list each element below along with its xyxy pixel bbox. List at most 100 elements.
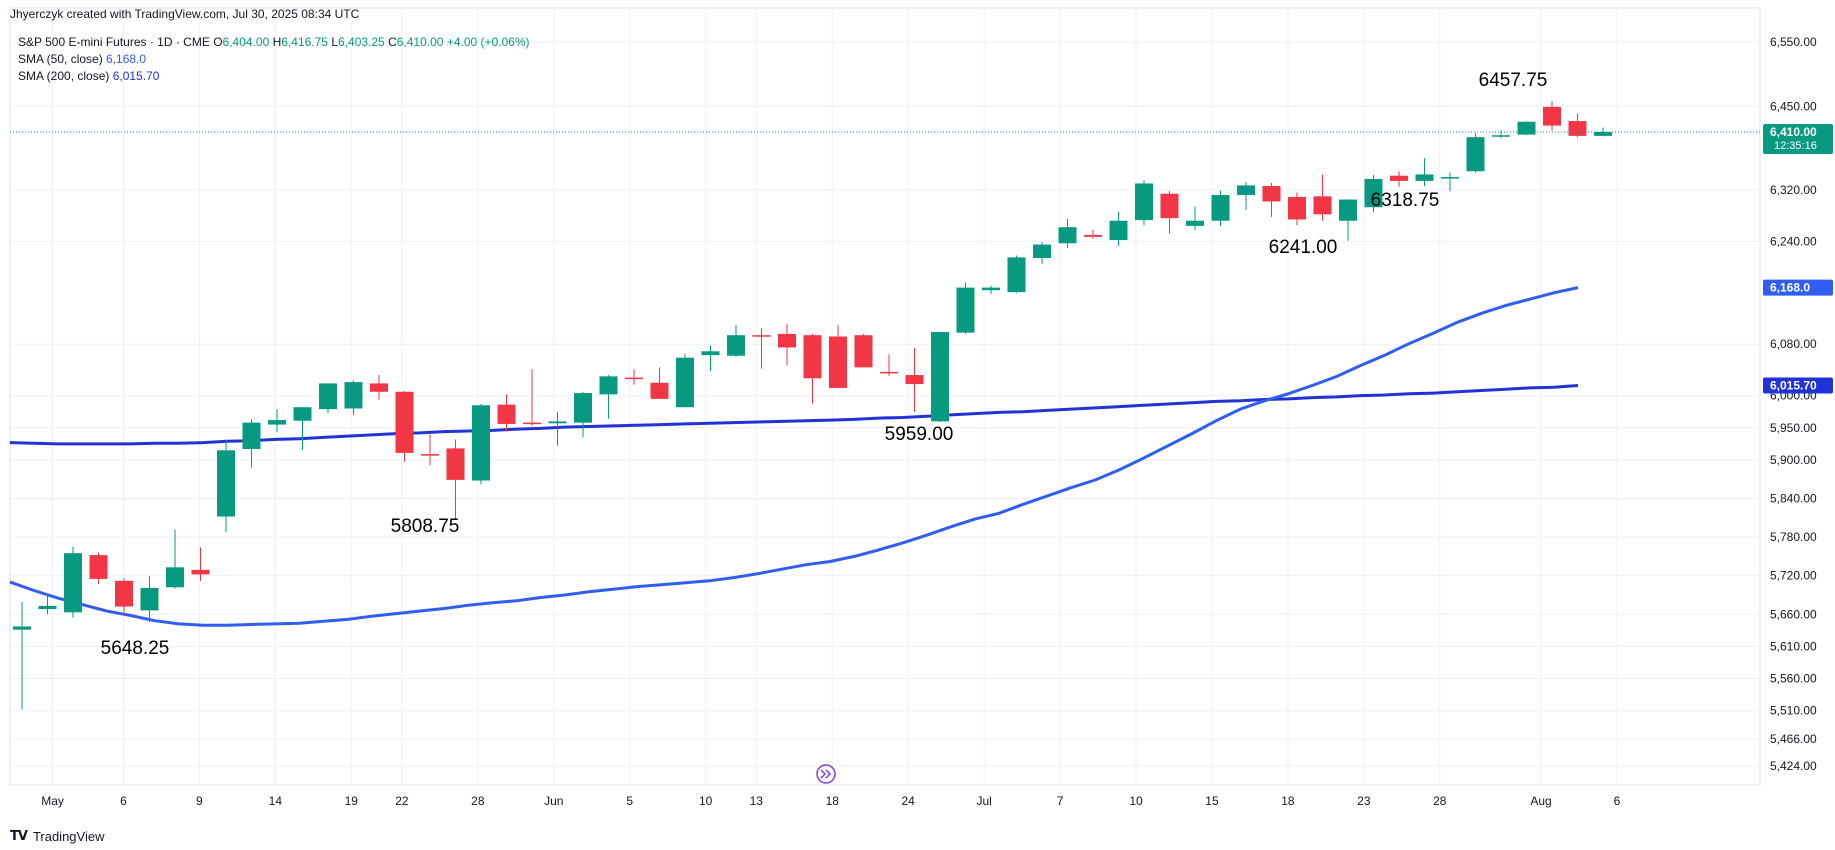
- symbol-title: S&P 500 E-mini Futures · 1D · CME: [18, 35, 210, 49]
- candle-up: [931, 331, 949, 423]
- candle-body: [625, 377, 643, 380]
- candle-body: [905, 375, 924, 385]
- open-label: O: [213, 35, 223, 49]
- candle-up: [1058, 218, 1077, 248]
- candle-up: [293, 407, 312, 451]
- y-tick-label: 6,450.00: [1770, 99, 1817, 113]
- candle-up: [982, 285, 1000, 295]
- candle-body: [778, 333, 796, 348]
- sma200-label: SMA (200, close): [18, 69, 110, 83]
- goto-arrow-icon[interactable]: [816, 764, 836, 784]
- candle-body: [880, 371, 898, 374]
- candle-down: [752, 328, 771, 369]
- y-tick-label: 5,610.00: [1770, 639, 1817, 653]
- candle-up: [701, 345, 720, 372]
- low-value: 6,403.25: [338, 35, 385, 49]
- y-tick-label: 5,900.00: [1770, 453, 1817, 467]
- candle-body: [574, 393, 592, 423]
- candle-body: [472, 405, 490, 481]
- candle-body: [650, 382, 669, 399]
- candle-up: [217, 439, 235, 532]
- candle-body: [1390, 175, 1408, 181]
- close-value: 6,410.00: [396, 35, 444, 49]
- x-tick-label: 18: [826, 794, 840, 808]
- candle-body: [64, 553, 82, 613]
- candle-body: [752, 335, 771, 337]
- x-tick-label: 6: [120, 794, 127, 808]
- candle-down: [89, 552, 108, 585]
- candle-body: [803, 335, 822, 379]
- candle-up: [1211, 190, 1230, 226]
- candle-body: [599, 376, 618, 395]
- candle-down: [880, 354, 898, 376]
- price-annotation: 5808.75: [391, 516, 460, 537]
- candle-up: [38, 593, 57, 615]
- x-tick-label: 6: [1614, 794, 1621, 808]
- candle-body: [497, 404, 516, 424]
- candle-body: [1364, 178, 1383, 208]
- tradingview-logo-icon: 𝗧𝗩: [10, 828, 28, 843]
- candle-body: [268, 420, 286, 425]
- candle-body: [140, 587, 159, 611]
- x-tick-label: 13: [750, 794, 764, 808]
- candle-body: [1211, 195, 1230, 221]
- x-tick-label: 10: [699, 794, 713, 808]
- candle-body: [293, 407, 312, 421]
- candle-up: [1007, 255, 1026, 293]
- candle-body: [676, 357, 694, 408]
- candle-up: [956, 282, 975, 334]
- low-label: L: [331, 35, 339, 49]
- candle-body: [1007, 257, 1026, 293]
- candle-up: [64, 546, 82, 618]
- candle-down: [905, 348, 924, 412]
- candle-down: [854, 333, 873, 368]
- x-tick-label: 9: [196, 794, 203, 808]
- candle-up: [268, 409, 286, 433]
- candle-up: [319, 383, 337, 414]
- sma50-value: 6,168.0: [106, 52, 147, 66]
- sma200-tag-bg: [1763, 377, 1833, 394]
- sma50-legend[interactable]: SMA (50, close) 6,168.0: [18, 52, 146, 66]
- candle-body: [1415, 174, 1434, 181]
- countdown-label: 12:35:16: [1774, 140, 1817, 152]
- candle-up: [727, 324, 745, 358]
- candle-body: [166, 567, 184, 588]
- x-tick-label: 5: [626, 794, 633, 808]
- x-tick-label: 14: [269, 794, 283, 808]
- tradingview-footer[interactable]: 𝗧𝗩 TradingView: [10, 828, 104, 844]
- candle-down: [421, 434, 439, 466]
- last-price-tag: 6,410.00: [1770, 125, 1817, 139]
- candle-up: [344, 380, 363, 415]
- last-price-tag-bg: [1763, 124, 1833, 155]
- high-value: 6,416.75: [281, 35, 328, 49]
- candle-body: [1492, 135, 1510, 137]
- candle-down: [625, 369, 643, 385]
- x-tick-label: Jun: [544, 794, 563, 808]
- candle-body: [319, 383, 337, 410]
- sma200-value: 6,015.70: [112, 69, 160, 83]
- y-tick-label: 6,550.00: [1770, 35, 1817, 49]
- sma50-tag: 6,168.0: [1770, 281, 1810, 295]
- price-annotation: 5648.25: [101, 638, 170, 659]
- y-tick-label: 6,240.00: [1770, 234, 1817, 248]
- candle-body: [1594, 132, 1612, 136]
- candle-body: [1313, 196, 1332, 215]
- candle-body: [1466, 137, 1485, 172]
- x-tick-label: 28: [1433, 794, 1447, 808]
- sma50-tag-bg: [1763, 279, 1833, 296]
- sma200-legend[interactable]: SMA (200, close) 6,015.70: [18, 69, 159, 83]
- candle-down: [1543, 101, 1561, 131]
- x-tick-label: 18: [1281, 794, 1295, 808]
- y-tick-label: 5,424.00: [1770, 759, 1817, 773]
- candle-up: [1186, 206, 1204, 231]
- candle-down: [1084, 229, 1102, 239]
- sma200-line: [9, 384, 1579, 446]
- candle-down: [650, 367, 669, 399]
- candle-body: [1517, 121, 1536, 135]
- y-tick-label: 5,950.00: [1770, 421, 1817, 435]
- candle-down: [446, 439, 465, 520]
- candle-up: [1237, 182, 1255, 210]
- candle-body: [1084, 234, 1102, 237]
- candle-up: [599, 375, 618, 419]
